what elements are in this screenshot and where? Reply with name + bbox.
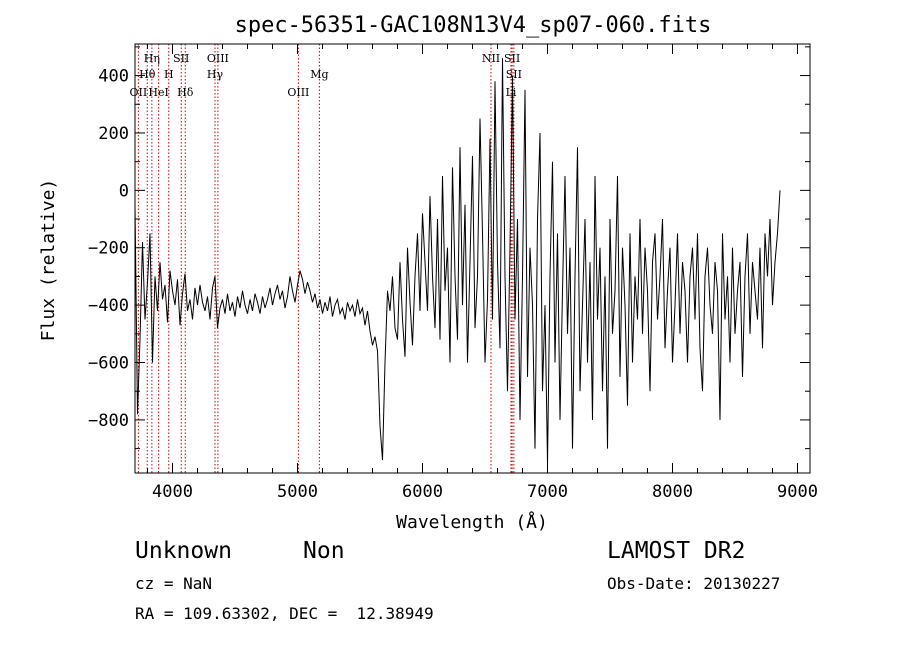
spectral-line-label: Hδ: [177, 86, 194, 99]
x-axis-ticks: 4000 5000 6000 7000 8000 9000: [147, 44, 818, 502]
chart-title: spec-56351-GAC108N13V4_sp07-060.fits: [235, 13, 712, 38]
redshift-label: cz = NaN: [135, 574, 213, 593]
x-tick-label: 8000: [652, 482, 693, 502]
spectral-line-label: SII: [506, 68, 522, 81]
spectral-line-label: HeI: [148, 86, 168, 99]
flux-line: [134, 58, 781, 464]
spectral-line-label: OII: [130, 86, 148, 99]
spectral-line-label: SII: [504, 52, 520, 65]
spectral-line-markers: [137, 44, 515, 473]
y-tick-label: −600: [88, 354, 129, 374]
x-tick-label: 6000: [402, 482, 443, 502]
spectral-line-label: SII: [173, 52, 189, 65]
plot-frame: [134, 43, 811, 474]
spectral-line-label: NII: [482, 52, 500, 65]
y-tick-label: 0: [119, 181, 129, 201]
x-tick-label: 5000: [277, 482, 318, 502]
y-tick-label: −200: [88, 239, 129, 259]
survey-label: LAMOST DR2: [607, 538, 746, 564]
spectral-line-label: Mg: [310, 68, 328, 81]
spectral-line-label: H: [164, 68, 174, 81]
spectral-line-label: Li: [506, 86, 517, 99]
y-axis-label: Flux (relative): [38, 179, 59, 342]
subclass-label: Non: [303, 538, 345, 564]
x-axis-label: Wavelength (Å): [396, 511, 548, 533]
class-label: Unknown: [135, 538, 232, 564]
x-tick-label: 4000: [152, 482, 193, 502]
y-tick-label: −800: [88, 411, 129, 431]
y-axis-ticks: −800 −600 −400 −200 0 200 400: [88, 46, 810, 450]
spectrum-chart: spec-56351-GAC108N13V4_sp07-060.fits OII…: [38, 13, 818, 533]
obs-date-label: Obs-Date: 20130227: [607, 574, 781, 593]
flux-series: [134, 58, 781, 464]
spectral-line-label: OIII: [287, 86, 309, 99]
coordinates-label: RA = 109.63302, DEC = 12.38949: [135, 604, 434, 623]
y-tick-label: 400: [98, 67, 129, 87]
spectral-line-label: Hη: [144, 52, 160, 65]
spectral-line-label: Hγ: [207, 68, 224, 81]
x-tick-label: 7000: [527, 482, 568, 502]
spectral-line-label: Hθ: [139, 68, 156, 81]
y-tick-label: −400: [88, 296, 129, 316]
x-tick-label: 9000: [777, 482, 818, 502]
y-tick-label: 200: [98, 124, 129, 144]
spectral-line-label: OIII: [207, 52, 229, 65]
